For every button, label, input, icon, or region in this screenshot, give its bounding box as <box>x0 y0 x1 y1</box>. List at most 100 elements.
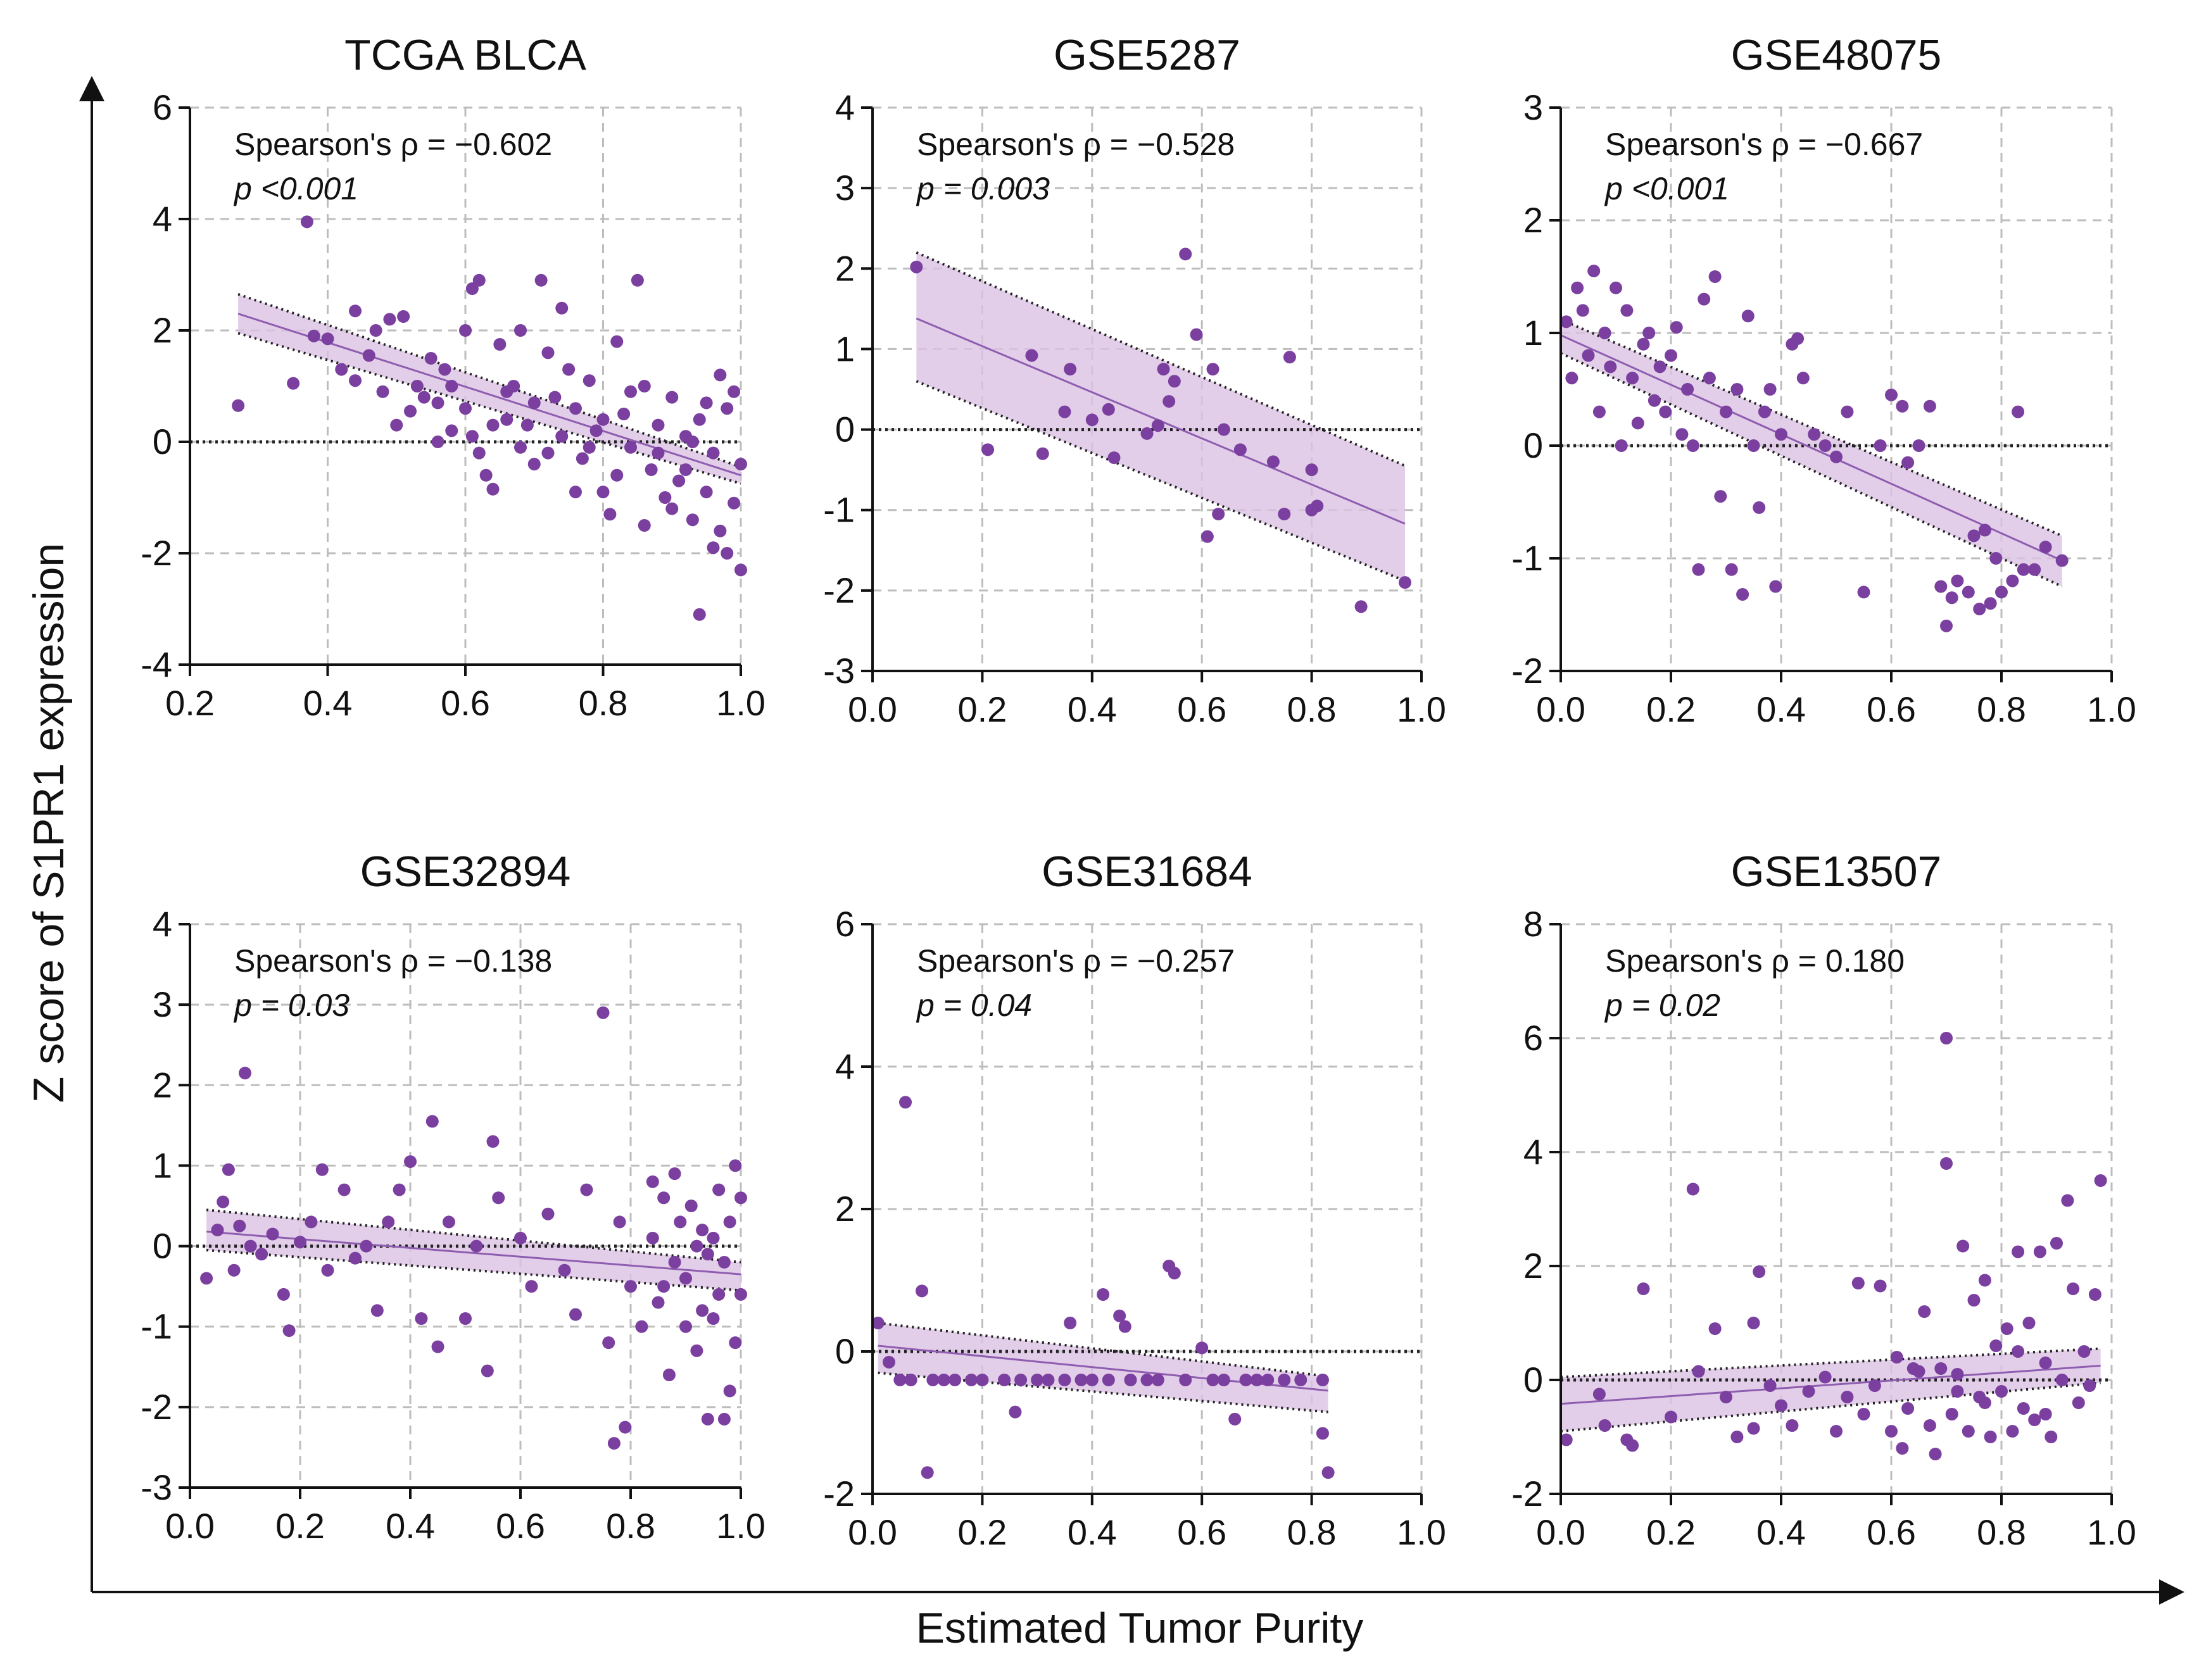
ci-lower-line <box>237 332 741 485</box>
data-point <box>1097 1288 1110 1301</box>
data-point <box>684 1200 698 1212</box>
data-point <box>370 1304 384 1317</box>
data-point <box>1714 490 1727 503</box>
x-tick-label: 1.0 <box>1397 689 1446 729</box>
data-point <box>701 1412 714 1426</box>
data-point <box>349 304 362 318</box>
data-point <box>315 1163 329 1176</box>
data-point <box>1934 1362 1948 1375</box>
data-point <box>1168 1267 1181 1280</box>
data-point <box>558 1263 571 1277</box>
data-point <box>1769 580 1782 593</box>
data-point <box>1670 321 1683 334</box>
data-point <box>976 1374 989 1386</box>
x-tick-label: 0.6 <box>1867 689 1916 729</box>
data-point <box>200 1272 213 1285</box>
data-point <box>2033 1245 2046 1258</box>
data-point <box>1294 1374 1307 1386</box>
x-tick-label: 0.0 <box>1536 689 1585 729</box>
data-point <box>668 1256 681 1269</box>
data-point <box>610 335 624 348</box>
data-point <box>1665 1410 1677 1424</box>
data-point <box>1984 597 1997 610</box>
data-point <box>1642 327 1656 339</box>
data-point <box>700 396 713 410</box>
data-point <box>2022 1317 2036 1329</box>
data-point <box>1200 530 1214 543</box>
data-point <box>1217 1374 1230 1386</box>
data-point <box>404 1155 417 1169</box>
y-tick-label: 8 <box>1523 904 1543 944</box>
data-point <box>624 385 637 398</box>
data-point <box>1009 1405 1022 1419</box>
data-point <box>1956 1239 1970 1253</box>
data-point <box>1118 1320 1131 1333</box>
data-point <box>307 329 320 342</box>
data-point <box>1885 1425 1898 1438</box>
data-point <box>686 513 699 527</box>
data-point <box>580 1183 593 1196</box>
data-point <box>1113 1309 1126 1322</box>
data-point <box>1278 1374 1291 1386</box>
data-point <box>712 1288 726 1301</box>
data-point <box>472 446 486 460</box>
data-point <box>481 1364 494 1377</box>
data-point <box>1808 428 1821 441</box>
x-tick-label: 1.0 <box>2087 1512 2136 1552</box>
data-point <box>239 1067 251 1080</box>
spearman-rho-label: Spearson's ρ = 0.180 <box>1605 943 1905 979</box>
data-point <box>548 391 562 404</box>
data-point <box>1989 1339 2003 1352</box>
data-point <box>1753 501 1766 514</box>
data-point <box>1940 1157 1953 1170</box>
data-point <box>734 1191 747 1205</box>
x-tick-label: 0.8 <box>1287 689 1337 729</box>
data-point <box>360 1239 373 1253</box>
data-point <box>1179 1374 1192 1386</box>
y-tick-label: -3 <box>141 1467 172 1507</box>
y-tick-label: 3 <box>153 984 172 1024</box>
data-point <box>690 1344 703 1357</box>
data-point <box>1266 455 1280 468</box>
x-tick-label: 0.4 <box>1068 689 1117 729</box>
data-point <box>1830 1425 1843 1438</box>
data-point <box>465 282 479 295</box>
data-point <box>211 1224 224 1237</box>
data-point <box>1398 576 1411 589</box>
data-point <box>728 385 741 398</box>
data-point <box>610 468 624 482</box>
data-point <box>335 363 348 376</box>
ci-lower-line <box>206 1248 741 1292</box>
y-tick-label: 4 <box>835 1046 855 1086</box>
y-tick-label: 2 <box>1523 1246 1543 1286</box>
data-point <box>1741 310 1755 323</box>
spearman-rho-label: Spearson's ρ = −0.138 <box>234 943 552 979</box>
data-point <box>1686 1182 1699 1196</box>
data-point <box>1190 328 1203 341</box>
data-point <box>1151 1374 1164 1386</box>
data-point <box>1637 1282 1650 1295</box>
chart-title: GSE32894 <box>360 848 571 896</box>
data-point <box>1316 1374 1329 1386</box>
x-tick-label: 1.0 <box>2087 689 2136 729</box>
data-point <box>349 1251 362 1265</box>
data-point <box>1730 383 1744 396</box>
chart-title: GSE13507 <box>1731 848 1942 896</box>
spearman-rho-label: Spearson's ρ = −0.602 <box>234 127 552 162</box>
y-tick-label: 3 <box>1523 87 1543 127</box>
data-point <box>1637 337 1650 351</box>
data-point <box>729 1336 742 1350</box>
data-point <box>1031 1374 1044 1386</box>
data-point <box>700 486 713 499</box>
data-point <box>410 380 424 392</box>
data-point <box>2006 1425 2019 1438</box>
data-point <box>1675 428 1689 441</box>
y-tick-label: 4 <box>835 87 855 127</box>
data-point <box>1978 1274 1991 1287</box>
data-point <box>1582 349 1595 362</box>
data-point <box>486 482 500 496</box>
data-point <box>712 1183 726 1196</box>
ci-upper-line <box>206 1208 741 1263</box>
x-tick-label: 0.4 <box>386 1506 435 1546</box>
data-point <box>1857 586 1870 599</box>
